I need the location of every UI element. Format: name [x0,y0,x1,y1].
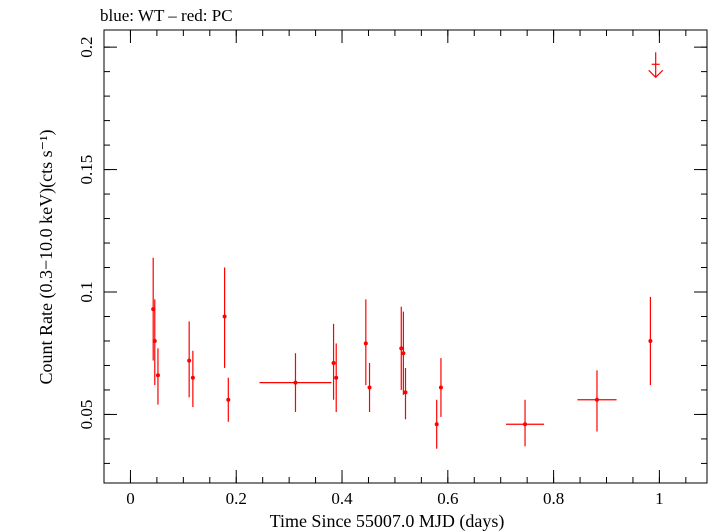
data-point [403,367,408,420]
data-point [259,353,332,412]
point-marker [648,338,653,343]
point-marker [434,422,439,427]
data-point [187,321,192,398]
point-marker [190,375,195,380]
y-tick-label: 0.05 [77,400,96,430]
x-tick-label: 1 [655,489,664,508]
data-point [190,350,195,408]
data-point [331,323,336,400]
point-marker [293,380,298,385]
data-point [152,299,157,386]
data-point [222,267,227,368]
y-tick-label: 0.2 [77,37,96,58]
point-marker [331,361,336,366]
plot-frame [103,29,708,484]
chart-title: blue: WT – red: PC [100,6,233,25]
point-marker [438,385,443,390]
data-point [363,299,368,386]
point-marker [155,373,160,378]
y-axis-label: Count Rate (0.3−10.0 keV)(cts s⁻¹) [36,129,57,384]
x-axis-label: Time Since 55007.0 MJD (days) [270,511,505,532]
point-marker [152,338,157,343]
data-point [155,348,160,405]
data-point [334,343,339,412]
x-tick-label: 0.8 [543,489,564,508]
point-marker [187,358,192,363]
y-tick-label: 0.1 [77,281,96,302]
point-marker [222,314,227,319]
point-marker [334,375,339,380]
y-tick-label: 0.15 [77,155,96,185]
limit-arrowhead [648,69,664,79]
data-point [367,363,372,412]
point-marker [363,341,368,346]
x-tick-label: 0.2 [226,489,247,508]
data-point [577,370,617,432]
data-point [226,377,231,422]
data-point [401,311,406,395]
data-points [151,257,653,449]
point-marker [226,397,231,402]
data-point [648,296,653,386]
upper-limits [648,52,664,79]
data-point [399,306,404,390]
tick-labels: 0 0.2 0.4 0.6 0.8 1 0.05 0.1 0.15 0.2 [77,37,664,508]
point-marker [594,397,599,402]
point-marker [367,385,372,390]
data-point [434,399,439,449]
x-tick-label: 0.4 [331,489,353,508]
x-tick-label: 0.6 [437,489,458,508]
x-tick-label: 0 [126,489,135,508]
point-marker [403,390,408,395]
data-point [438,358,443,417]
data-point [506,399,545,447]
point-marker [401,351,406,356]
upper-limit-arrow [648,52,664,79]
point-marker [399,346,404,351]
axis-ticks [103,30,707,483]
point-marker [523,422,528,427]
